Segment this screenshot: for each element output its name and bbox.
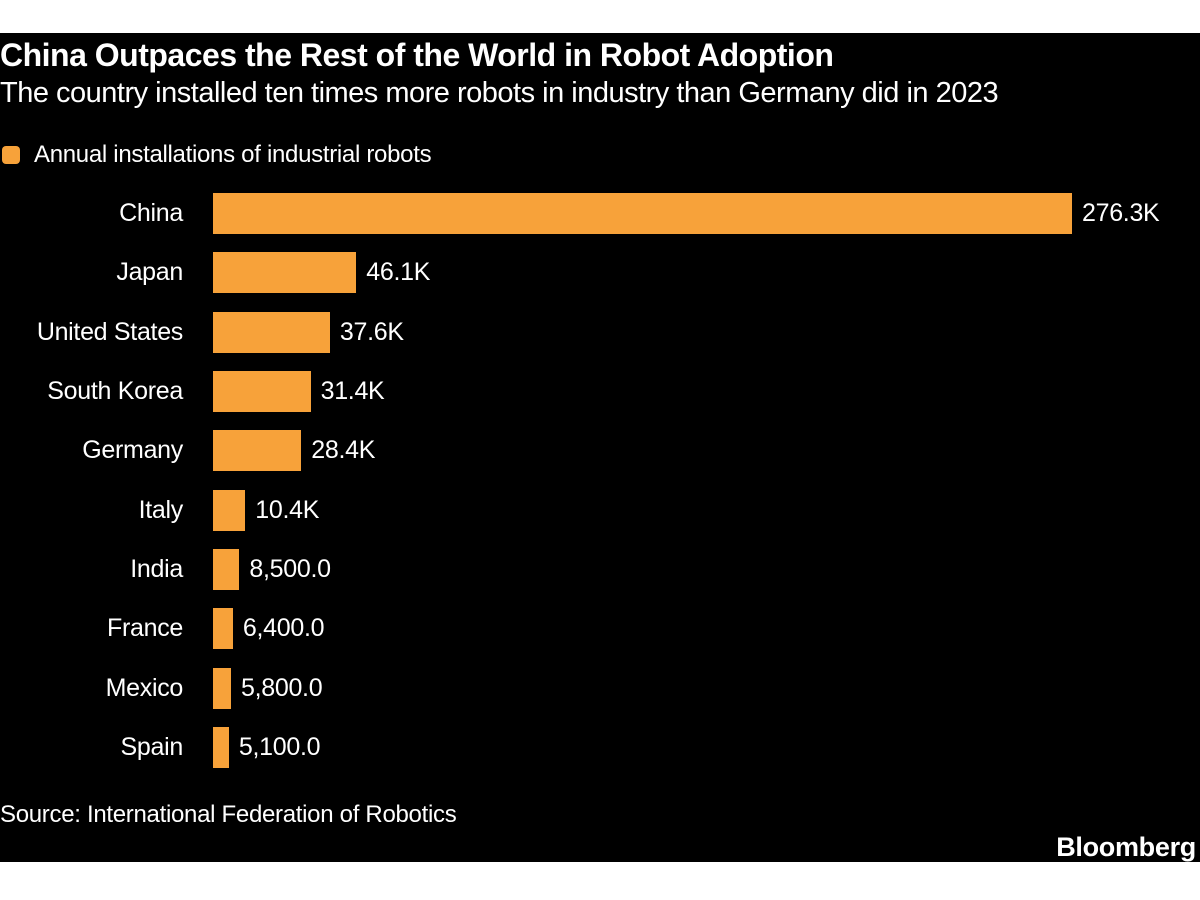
bar-area: 8,500.0 [213, 548, 1200, 590]
bar [213, 311, 330, 353]
chart-row: India 8,500.0 [0, 540, 1200, 599]
chart-row: Mexico 5,800.0 [0, 658, 1200, 717]
bar [213, 252, 357, 294]
bar [213, 489, 246, 531]
value-label: 8,500.0 [249, 554, 331, 583]
value-label: 5,800.0 [241, 673, 323, 702]
category-label: Spain [120, 732, 184, 761]
bar [213, 193, 1072, 235]
chart-row: Italy 10.4K [0, 480, 1200, 539]
bar-area: 10.4K [213, 489, 1200, 531]
value-label: 37.6K [339, 317, 404, 346]
bar-area: 6,400.0 [213, 608, 1200, 650]
category-label: India [130, 554, 183, 583]
legend-swatch-icon [2, 146, 20, 164]
bar-area: 46.1K [213, 252, 1200, 294]
category-label: Mexico [105, 673, 184, 702]
bar-area: 37.6K [213, 311, 1200, 353]
category-label: United States [36, 317, 183, 346]
chart-row: United States 37.6K [0, 303, 1200, 362]
category-label: Italy [138, 495, 184, 524]
bar [213, 608, 233, 650]
category-label: China [119, 199, 183, 228]
chart-row: South Korea 31.4K [0, 362, 1200, 421]
category-label: South Korea [47, 377, 183, 406]
bar [213, 548, 240, 590]
chart-row: Japan 46.1K [0, 243, 1200, 302]
value-label: 276.3K [1082, 199, 1160, 228]
legend-label: Annual installations of industrial robot… [34, 141, 432, 168]
legend: Annual installations of industrial robot… [2, 141, 432, 169]
chart-row: France 6,400.0 [0, 599, 1200, 658]
value-label: 28.4K [311, 436, 376, 465]
bar-area: 28.4K [213, 430, 1200, 472]
chart-title: China Outpaces the Rest of the World in … [0, 37, 834, 73]
value-label: 5,100.0 [238, 732, 321, 761]
chart-row: Germany 28.4K [0, 421, 1200, 480]
category-label: Japan [116, 258, 183, 287]
bar [213, 667, 231, 709]
bar-chart: China 276.3K Japan 46.1K United States 37.6K S… [0, 184, 1200, 777]
value-label: 6,400.0 [242, 614, 325, 643]
chart-row: Spain 5,100.0 [0, 718, 1200, 777]
bar-area: 5,800.0 [213, 667, 1200, 709]
bar [213, 430, 302, 472]
bar-area: 276.3K [213, 193, 1200, 235]
source-note: Source: International Federation of Robo… [0, 801, 457, 828]
value-label: 31.4K [320, 377, 385, 406]
category-label: Germany [82, 436, 183, 465]
bar-area: 31.4K [213, 371, 1200, 413]
chart-panel: China Outpaces the Rest of the World in … [0, 33, 1200, 862]
bloomberg-logo: Bloomberg [1056, 832, 1196, 862]
chart-row: China 276.3K [0, 184, 1200, 243]
bar [213, 371, 311, 413]
value-label: 46.1K [366, 258, 431, 287]
bar [213, 726, 229, 768]
category-label: France [106, 614, 183, 643]
bar-area: 5,100.0 [213, 726, 1200, 768]
value-label: 10.4K [255, 495, 320, 524]
chart-subtitle: The country installed ten times more rob… [0, 77, 999, 109]
